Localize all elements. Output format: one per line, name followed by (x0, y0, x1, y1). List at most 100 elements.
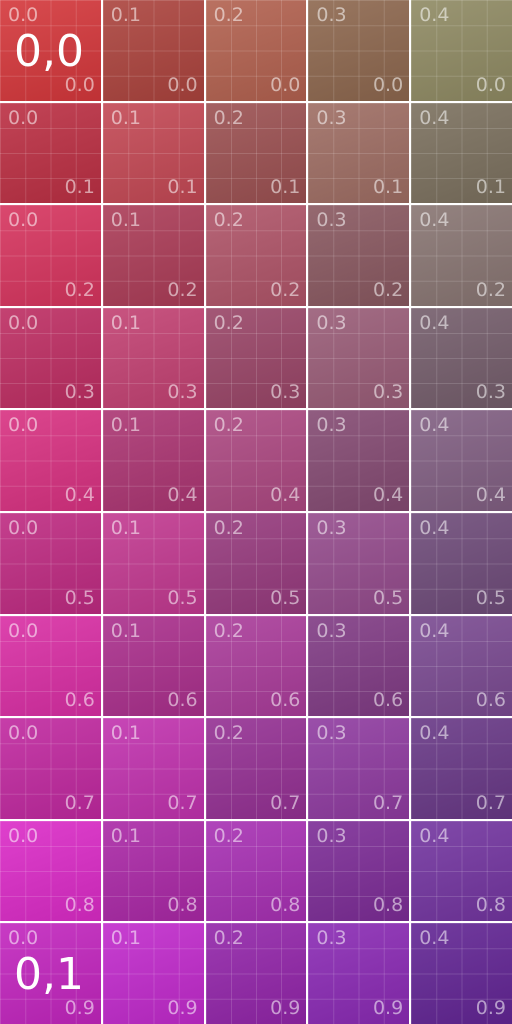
u-label: 0.1 (110, 4, 142, 26)
cell-minor-grid (102, 307, 204, 409)
u-label: 0.4 (419, 106, 450, 129)
cell-shading (308, 0, 410, 101)
cell-minor-grid (102, 102, 204, 204)
grid-cell: 0.4 0.1 (411, 102, 512, 204)
u-label: 0.0 (8, 722, 39, 745)
cell-shading (102, 307, 204, 409)
cell-shading (102, 0, 204, 101)
u-label: 0.3 (316, 414, 347, 437)
grid-cell: 0.3 0.9 (308, 923, 410, 1024)
v-label: 0.1 (167, 176, 198, 199)
cell-minor-grid (411, 205, 512, 306)
u-label: 0.3 (316, 516, 347, 539)
cell-minor-grid (102, 820, 204, 922)
u-label: 0.4 (419, 209, 450, 232)
cell-shading (102, 205, 204, 306)
u-label: 0.1 (110, 619, 142, 642)
cell-minor-grid (205, 0, 307, 101)
cell-minor-grid (411, 410, 512, 511)
cell-shading (205, 102, 307, 204)
cell-shading (102, 102, 204, 204)
u-label: 0.1 (110, 209, 142, 232)
cell-shading (411, 0, 512, 101)
cell-minor-grid (308, 410, 410, 511)
v-label: 0.1 (475, 176, 506, 199)
cell-shading (308, 205, 410, 306)
u-label: 0.1 (110, 927, 142, 950)
u-label: 0.3 (316, 4, 347, 26)
cell-shading (102, 820, 204, 922)
cell-shading (411, 102, 512, 204)
cell-minor-grid (411, 102, 512, 204)
cell-minor-grid (411, 718, 512, 819)
cell-shading (0, 102, 101, 204)
grid-cell: 0.3 0.2 (308, 205, 410, 306)
v-label: 0.2 (64, 278, 95, 301)
v-label: 0.6 (64, 689, 95, 712)
cell-minor-grid (205, 923, 307, 1024)
corner-label-bottom-left: 0,1 (14, 949, 84, 1001)
v-label: 0.4 (64, 483, 95, 506)
cell-minor-grid (102, 923, 204, 1024)
v-label: 0.2 (475, 278, 506, 301)
v-label: 0.1 (372, 176, 404, 199)
v-label: 0.2 (167, 278, 198, 301)
cell-shading (102, 512, 204, 614)
v-label: 0.9 (64, 996, 95, 1019)
grid-cell: 0.4 0.9 (411, 923, 512, 1024)
grid-cell: 0.4 0.6 (411, 615, 512, 717)
grid-cell: 0.4 0.3 (411, 307, 512, 409)
u-label: 0.0 (8, 106, 39, 129)
cell-shading (308, 718, 410, 819)
cell-minor-grid (0, 102, 101, 204)
grid-cell: 0.1 0.0 (102, 0, 204, 101)
u-label: 0.3 (316, 619, 347, 642)
v-label: 0.8 (475, 894, 506, 917)
cell-minor-grid (0, 615, 101, 717)
cell-shading (411, 512, 512, 614)
cell-minor-grid (205, 820, 307, 922)
v-label: 0.9 (167, 996, 198, 1019)
grid-cell: 0.1 0.1 (102, 102, 204, 204)
u-label: 0.1 (110, 311, 142, 334)
grid-cell: 0.0 0.0 0,0 (0, 0, 101, 101)
grid-cell: 0.4 0.4 (411, 410, 512, 511)
u-label: 0.2 (213, 927, 244, 950)
cell-shading (102, 410, 204, 511)
cell-shading (411, 820, 512, 922)
v-label: 0.8 (270, 894, 301, 917)
cell-shading (205, 410, 307, 511)
v-label: 0.6 (372, 689, 404, 712)
cell-shading (308, 410, 410, 511)
u-label: 0.0 (8, 824, 39, 847)
grid-cell: 0.1 0.6 (102, 615, 204, 717)
cell-minor-grid (205, 718, 307, 819)
grid-cell: 0.2 0.0 (205, 0, 307, 101)
cell-shading (411, 615, 512, 717)
cell-shading (0, 923, 101, 1024)
u-label: 0.1 (110, 106, 142, 129)
cell-minor-grid (102, 410, 204, 511)
grid-cell: 0.1 0.2 (102, 205, 204, 306)
u-label: 0.3 (316, 311, 347, 334)
v-label: 0.1 (270, 176, 301, 199)
cell-minor-grid (205, 102, 307, 204)
grid-cell: 0.4 0.2 (411, 205, 512, 306)
cell-shading (0, 615, 101, 717)
cell-shading (102, 923, 204, 1024)
u-label: 0.3 (316, 209, 347, 232)
v-label: 0.2 (372, 278, 404, 301)
cell-minor-grid (308, 102, 410, 204)
u-label: 0.2 (213, 209, 244, 232)
cell-shading (0, 307, 101, 409)
u-label: 0.4 (419, 722, 450, 745)
cell-minor-grid (411, 820, 512, 922)
grid-cell: 0.3 0.7 (308, 718, 410, 819)
cell-shading (205, 307, 307, 409)
cell-shading (102, 718, 204, 819)
u-label: 0.2 (213, 4, 244, 26)
cell-shading (205, 923, 307, 1024)
cell-minor-grid (411, 615, 512, 717)
cell-minor-grid (205, 307, 307, 409)
cell-shading (308, 102, 410, 204)
